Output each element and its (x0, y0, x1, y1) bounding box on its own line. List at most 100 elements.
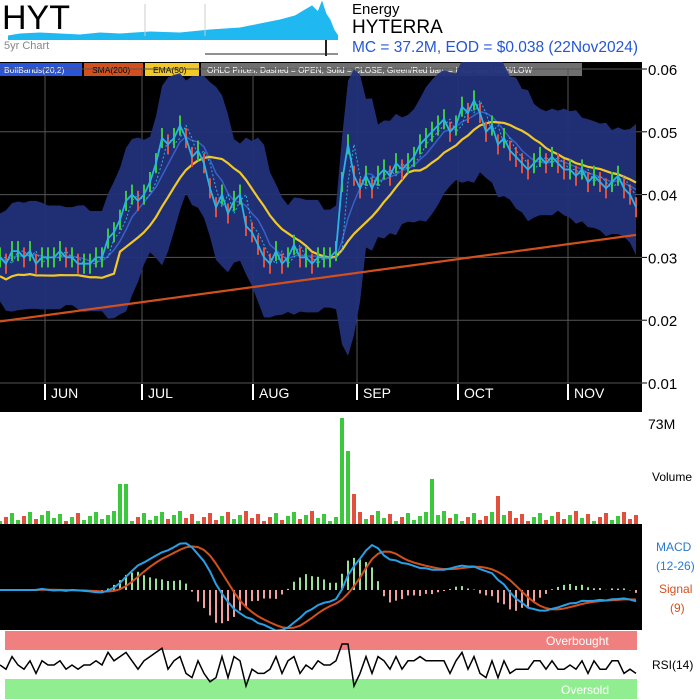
volume-bar (100, 519, 104, 524)
volume-bar (238, 515, 242, 524)
volume-bar (298, 519, 302, 524)
volume-bar (562, 519, 566, 524)
volume-panel: 73M Volume (0, 412, 692, 524)
volume-bar (0, 521, 2, 524)
macd-label: MACD (656, 540, 692, 554)
volume-bar (274, 513, 278, 524)
overbought-band (5, 631, 637, 650)
volume-bar (58, 514, 62, 524)
volume-bar (532, 517, 536, 524)
five-year-sparkline (7, 0, 339, 56)
volume-bar (580, 518, 584, 524)
volume-bar (76, 513, 80, 524)
signal-params: (9) (670, 601, 685, 615)
volume-bar (370, 515, 374, 524)
volume-bar (310, 511, 314, 524)
macd-panel: MACD (12-26) Signal (9) (0, 526, 695, 632)
volume-bar (28, 512, 32, 524)
volume-bar (364, 519, 368, 524)
volume-bar (568, 515, 572, 524)
volume-bar (34, 519, 38, 524)
volume-bar (430, 479, 434, 524)
volume-bar (544, 520, 548, 524)
volume-bar (202, 517, 206, 524)
volume-bar (586, 514, 590, 524)
volume-bar (394, 521, 398, 524)
volume-bar (340, 418, 344, 524)
signal-label: Signal (659, 582, 692, 596)
volume-bar (196, 521, 200, 524)
volume-bar (604, 513, 608, 524)
volume-bar (10, 513, 14, 524)
chart-header: HYT 5yr Chart Energy HYTERRA MC = 37.2M,… (0, 0, 700, 62)
rsi-panel: Overbought Oversold RSI(14) (0, 630, 693, 700)
volume-bar (538, 513, 542, 524)
volume-bar (610, 520, 614, 524)
volume-bar (46, 511, 50, 524)
price-y-ticks: 0.06 0.05 0.04 0.03 0.02 0.01 (642, 62, 677, 393)
volume-bar (124, 484, 128, 524)
price-chart-canvas: BollBands(20,2) SMA(200) EMA(50) OHLC Pr… (0, 62, 700, 700)
month-label-aug: AUG (259, 385, 289, 401)
oversold-band (5, 679, 637, 699)
month-label-sep: SEP (363, 385, 391, 401)
volume-bars (0, 418, 638, 524)
volume-bar (160, 512, 164, 524)
volume-bar (220, 516, 224, 524)
market-info: MC = 37.2M, EOD = $0.038 (22Nov2024) (352, 39, 639, 56)
month-label-jun: JUN (51, 385, 78, 401)
volume-bar (118, 484, 122, 524)
price-tick-label: 0.03 (648, 250, 677, 267)
volume-bar (424, 512, 428, 524)
volume-bar (22, 516, 26, 524)
volume-bar (412, 520, 416, 524)
volume-bar (454, 514, 458, 524)
macd-line (0, 542, 637, 632)
volume-bar (142, 513, 146, 524)
volume-bar (316, 518, 320, 524)
price-tick-label: 0.02 (648, 313, 677, 330)
volume-bar (328, 521, 332, 524)
sma-200-line (0, 233, 637, 323)
volume-label: Volume (652, 470, 692, 484)
volume-bar (574, 511, 578, 524)
company-name: HYTERRA (352, 17, 443, 38)
volume-bar (262, 521, 266, 524)
volume-bar (508, 511, 512, 524)
volume-bar (514, 518, 518, 524)
price-tick-label: 0.05 (648, 125, 677, 142)
volume-bar (256, 514, 260, 524)
volume-bar (436, 515, 440, 524)
volume-bar (460, 521, 464, 524)
oversold-label: Oversold (561, 683, 609, 697)
bollinger-legend: BollBands(20,2) (4, 65, 65, 75)
volume-bar (148, 520, 152, 524)
month-label-jul: JUL (148, 385, 173, 401)
volume-bar (634, 515, 638, 524)
price-panel: 0.06 0.05 0.04 0.03 0.02 0.01 JUN JUL AUG SEP OCT… (0, 62, 677, 401)
volume-bar (352, 494, 356, 524)
volume-bar (52, 518, 56, 524)
volume-bar (226, 512, 230, 524)
ema-legend: EMA(50) (153, 65, 187, 75)
volume-bar (622, 512, 626, 524)
volume-max-label: 73M (648, 416, 675, 432)
volume-bar (232, 519, 236, 524)
sector-label: Energy (352, 1, 400, 18)
volume-bar (88, 516, 92, 524)
volume-bar (484, 516, 488, 524)
volume-bar (502, 515, 506, 524)
price-tick-label: 0.06 (648, 62, 677, 79)
volume-bar (82, 520, 86, 524)
volume-bar (520, 514, 524, 524)
volume-bar (136, 517, 140, 524)
rsi-label: RSI(14) (652, 658, 693, 672)
volume-bar (556, 512, 560, 524)
volume-bar (382, 518, 386, 524)
month-label-oct: OCT (464, 385, 494, 401)
ticker-symbol: HYT (2, 0, 70, 37)
volume-bar (40, 515, 44, 524)
volume-bar (334, 517, 338, 524)
volume-bar (70, 517, 74, 524)
volume-bar (16, 520, 20, 524)
